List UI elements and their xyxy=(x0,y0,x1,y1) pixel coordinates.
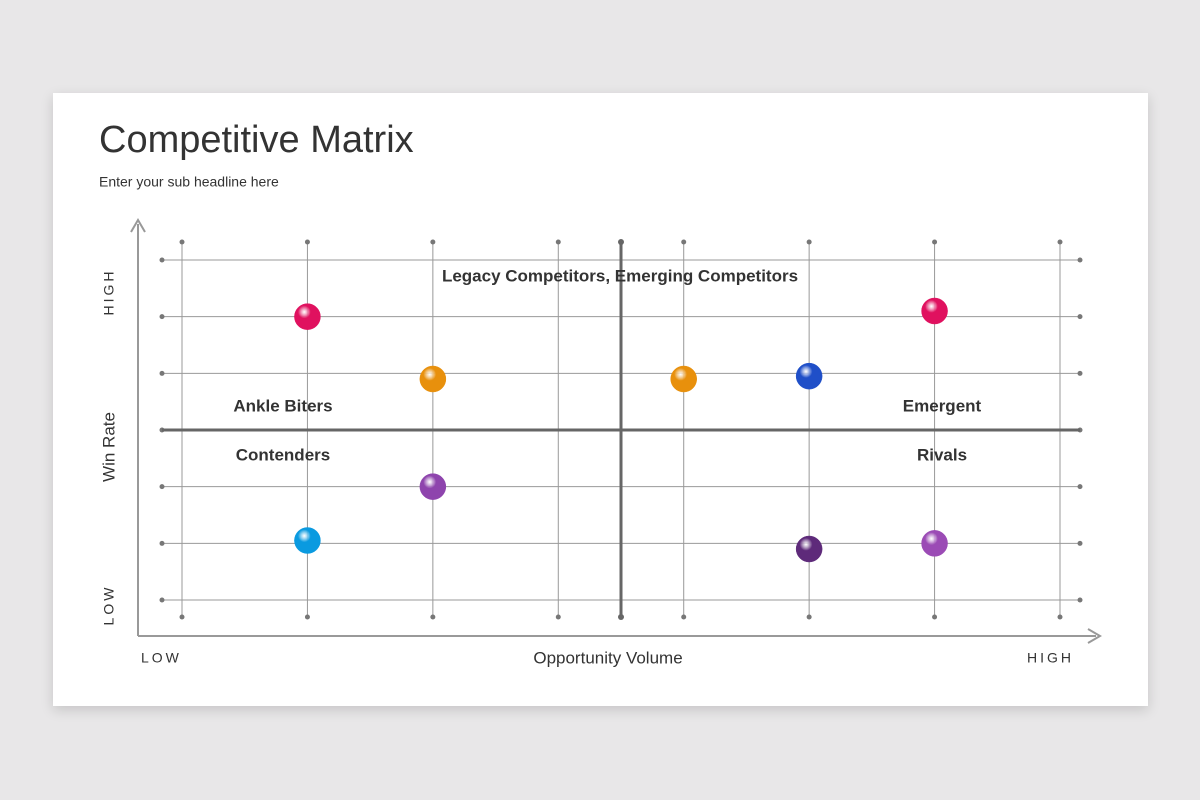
grid-dot xyxy=(618,614,624,620)
chart-title: Competitive Matrix xyxy=(99,119,414,161)
grid-dot xyxy=(179,614,185,620)
grid-dot xyxy=(681,614,687,620)
grid-dot xyxy=(159,370,165,376)
bubble xyxy=(921,530,948,557)
grid-dot xyxy=(1057,239,1063,245)
grid-dot xyxy=(159,314,165,320)
grid-dot xyxy=(681,239,687,245)
grid-dot xyxy=(159,257,165,263)
x-low: LOW xyxy=(141,650,182,666)
grid-dot xyxy=(932,239,938,245)
bubble xyxy=(294,303,321,330)
bubble xyxy=(419,473,447,500)
slide xyxy=(53,93,1148,706)
y-high: HIGH xyxy=(101,269,117,316)
grid-dot xyxy=(806,614,812,620)
grid-dot xyxy=(304,239,310,245)
quadrant-label: Emergent xyxy=(903,396,982,415)
grid-dot xyxy=(932,614,938,620)
x-high: HIGH xyxy=(1027,650,1074,666)
quadrant-label: Ankle Biters xyxy=(233,396,332,415)
y-axis-label: Win Rate xyxy=(99,412,118,482)
bubble xyxy=(294,527,321,554)
grid-dot xyxy=(1057,614,1063,620)
quadrant-label: Contenders xyxy=(236,445,330,464)
quadrant-label: Rivals xyxy=(917,445,967,464)
grid-dot xyxy=(1077,370,1083,376)
grid-dot xyxy=(430,239,436,245)
bubble xyxy=(795,362,823,390)
y-low: LOW xyxy=(101,585,117,626)
grid-dot xyxy=(179,239,185,245)
quadrant-label: Legacy Competitors, Emerging Competitors xyxy=(442,266,798,285)
grid-dot xyxy=(159,597,165,603)
bubble xyxy=(921,297,948,325)
grid-dot xyxy=(1077,484,1083,490)
subtitle: Enter your sub headline here xyxy=(99,174,279,190)
grid-dot xyxy=(555,239,561,245)
grid-dot xyxy=(304,614,310,620)
grid-dot xyxy=(555,614,561,620)
x-axis-arrow xyxy=(1087,628,1102,644)
grid-dot xyxy=(159,484,165,490)
grid-dot xyxy=(1077,314,1083,320)
grid-dot xyxy=(1077,597,1083,603)
grid-dot xyxy=(618,239,624,245)
bubble xyxy=(419,365,447,393)
bubble xyxy=(670,365,697,393)
bubble xyxy=(795,535,823,563)
y-axis-arrow xyxy=(130,218,146,233)
grid-dot xyxy=(430,614,436,620)
grid-dot xyxy=(1077,540,1083,546)
x-axis-label: Opportunity Volume xyxy=(533,648,682,667)
grid-dot xyxy=(159,540,165,546)
grid-dot xyxy=(1077,257,1083,263)
grid-dot xyxy=(806,239,812,245)
